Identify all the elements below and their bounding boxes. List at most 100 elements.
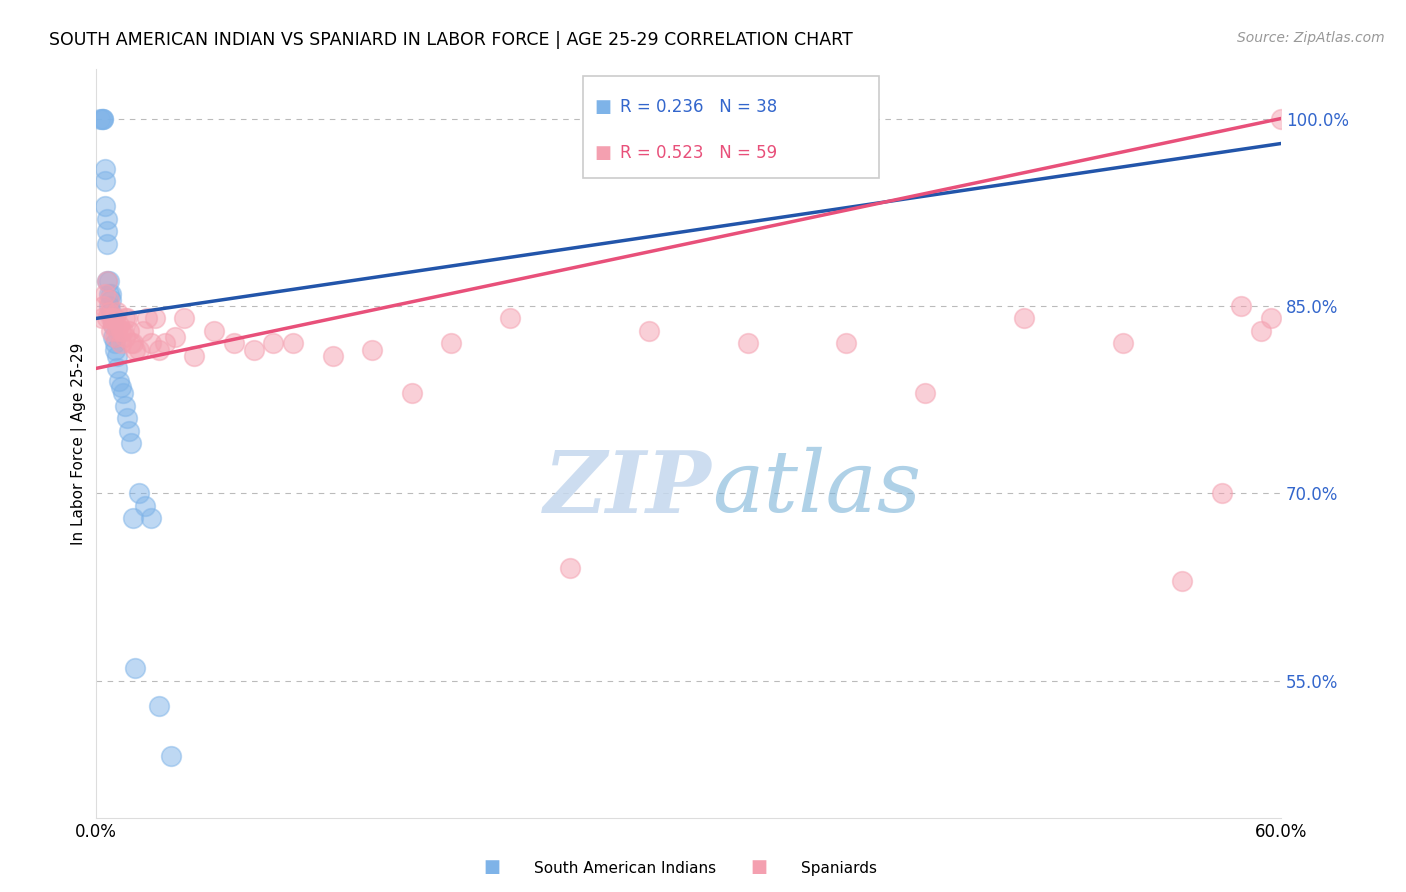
Point (139, 336, 162, 351)
Point (120, 336, 142, 351)
Point (98, 305, 121, 319)
Point (93, 112, 115, 126)
Point (104, 343, 127, 357)
Point (115, 411, 138, 425)
Point (322, 349, 344, 363)
Point (94, 286, 117, 301)
Point (96, 224, 118, 238)
Point (105, 361, 128, 376)
Point (361, 343, 384, 357)
Point (124, 343, 146, 357)
Point (401, 386, 423, 401)
Point (112, 324, 135, 338)
Point (96, 274, 118, 288)
Point (128, 343, 150, 357)
Point (222, 336, 245, 351)
Point (1171, 574, 1194, 588)
Point (108, 318, 131, 332)
Point (122, 336, 145, 351)
Text: Source: ZipAtlas.com: Source: ZipAtlas.com (1237, 31, 1385, 45)
Point (98, 274, 121, 288)
Text: Spaniards: Spaniards (801, 861, 877, 876)
Point (90, 112, 112, 126)
Text: R = 0.236   N = 38: R = 0.236 N = 38 (620, 97, 778, 116)
Point (100, 305, 122, 319)
Point (89, 112, 111, 126)
Point (103, 318, 125, 332)
Point (103, 311, 125, 326)
Point (110, 380, 132, 394)
Point (110, 336, 132, 351)
Point (558, 561, 581, 575)
Point (100, 311, 122, 326)
Point (122, 511, 145, 525)
Point (440, 336, 463, 351)
Point (110, 324, 132, 338)
Point (115, 311, 138, 326)
Point (105, 324, 128, 338)
Point (281, 336, 304, 351)
Point (104, 330, 127, 344)
Point (1112, 336, 1135, 351)
Text: atlas: atlas (711, 447, 921, 530)
Point (183, 349, 205, 363)
Text: SOUTH AMERICAN INDIAN VS SPANIARD IN LABOR FORCE | AGE 25-29 CORRELATION CHART: SOUTH AMERICAN INDIAN VS SPANIARD IN LAB… (49, 31, 853, 49)
Point (98, 299, 121, 313)
Point (118, 424, 141, 438)
Point (112, 386, 135, 401)
Point (103, 318, 125, 332)
Point (128, 486, 150, 500)
Point (242, 343, 264, 357)
Point (637, 324, 659, 338)
Point (96, 236, 118, 251)
Point (148, 698, 170, 713)
Point (93, 299, 115, 313)
Point (100, 324, 122, 338)
Point (98, 293, 121, 307)
Point (103, 311, 125, 326)
Point (1270, 112, 1292, 126)
Point (105, 349, 128, 363)
Point (737, 336, 759, 351)
Point (114, 330, 136, 344)
Point (202, 324, 225, 338)
Point (108, 374, 131, 388)
Point (103, 330, 125, 344)
Text: ■: ■ (751, 858, 768, 876)
Text: South American Indians: South American Indians (534, 861, 717, 876)
Point (159, 748, 181, 763)
Point (100, 286, 122, 301)
Point (1250, 324, 1272, 338)
Point (93, 112, 115, 126)
Text: R = 0.523   N = 59: R = 0.523 N = 59 (620, 144, 778, 161)
Point (94, 174, 117, 188)
Point (914, 386, 936, 401)
Point (163, 330, 186, 344)
Point (98, 286, 121, 301)
Point (1012, 311, 1035, 326)
Point (1230, 299, 1253, 313)
Point (153, 336, 176, 351)
Point (104, 311, 127, 326)
Point (120, 436, 142, 450)
Y-axis label: In Labor Force | Age 25-29: In Labor Force | Age 25-29 (72, 343, 87, 545)
Text: ZIP: ZIP (544, 447, 711, 530)
Point (94, 161, 117, 176)
Point (96, 211, 118, 226)
Point (132, 324, 155, 338)
Point (105, 305, 128, 319)
Point (96, 311, 118, 326)
Point (124, 661, 146, 675)
Point (114, 311, 136, 326)
Point (94, 199, 117, 213)
Point (1211, 486, 1233, 500)
Point (104, 336, 127, 351)
Point (148, 343, 170, 357)
Point (136, 311, 159, 326)
Point (139, 511, 162, 525)
Point (134, 499, 156, 513)
Point (90, 311, 112, 326)
Point (499, 311, 522, 326)
Point (262, 336, 284, 351)
Text: ■: ■ (484, 858, 501, 876)
